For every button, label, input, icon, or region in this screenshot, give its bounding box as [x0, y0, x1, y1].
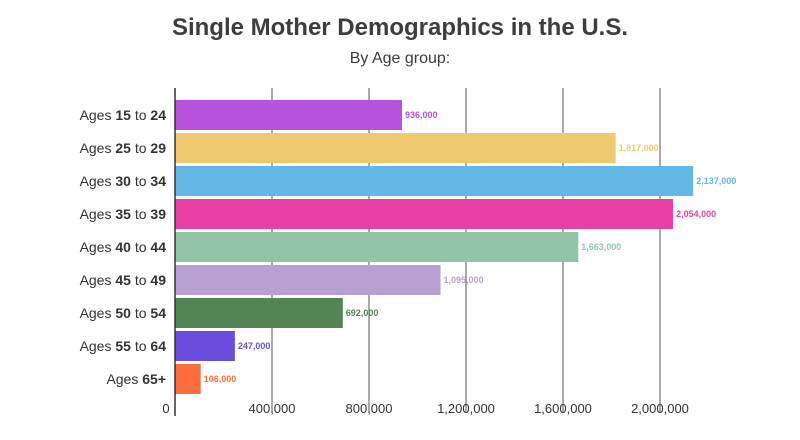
data-label-7: 247,000 — [238, 341, 271, 351]
bar-5 — [175, 265, 441, 295]
category-label-5: Ages 45 to 49 — [80, 272, 167, 288]
x-tick-label-1: 400,000 — [249, 401, 296, 416]
bar-2 — [175, 166, 694, 196]
data-label-3: 2,054,000 — [676, 209, 716, 219]
bar-3 — [175, 199, 674, 229]
data-label-5: 1,095,000 — [444, 275, 484, 285]
x-tick-label-3: 1,200,000 — [437, 401, 495, 416]
x-tick-label-2: 800,000 — [346, 401, 393, 416]
x-tick-label-4: 1,600,000 — [534, 401, 592, 416]
data-label-8: 106,000 — [204, 374, 237, 384]
data-label-2: 2,137,000 — [696, 176, 736, 186]
data-label-4: 1,663,000 — [581, 242, 621, 252]
bar-6 — [175, 298, 343, 328]
category-label-1: Ages 25 to 29 — [80, 140, 167, 156]
category-label-0: Ages 15 to 24 — [80, 107, 167, 123]
x-tick-label-0: 0 — [162, 401, 169, 416]
category-label-2: Ages 30 to 34 — [80, 173, 167, 189]
chart-title: Single Mother Demographics in the U.S. — [171, 14, 629, 41]
bar-4 — [175, 232, 579, 262]
category-label-6: Ages 50 to 54 — [80, 305, 167, 321]
bar-8 — [175, 364, 201, 394]
data-label-6: 692,000 — [346, 308, 379, 318]
chart-subtitle: By Age group: — [349, 50, 451, 67]
bar-1 — [175, 133, 616, 163]
data-label-0: 936,000 — [405, 110, 438, 120]
category-label-4: Ages 40 to 44 — [80, 239, 167, 255]
bar-7 — [175, 331, 235, 361]
bar-0 — [175, 100, 402, 130]
x-tick-label-5: 2,000,000 — [631, 401, 689, 416]
data-label-1: 1,817,000 — [619, 143, 659, 153]
category-label-8: Ages 65+ — [106, 371, 166, 387]
category-label-3: Ages 35 to 39 — [80, 206, 167, 222]
category-label-7: Ages 55 to 64 — [80, 338, 167, 354]
